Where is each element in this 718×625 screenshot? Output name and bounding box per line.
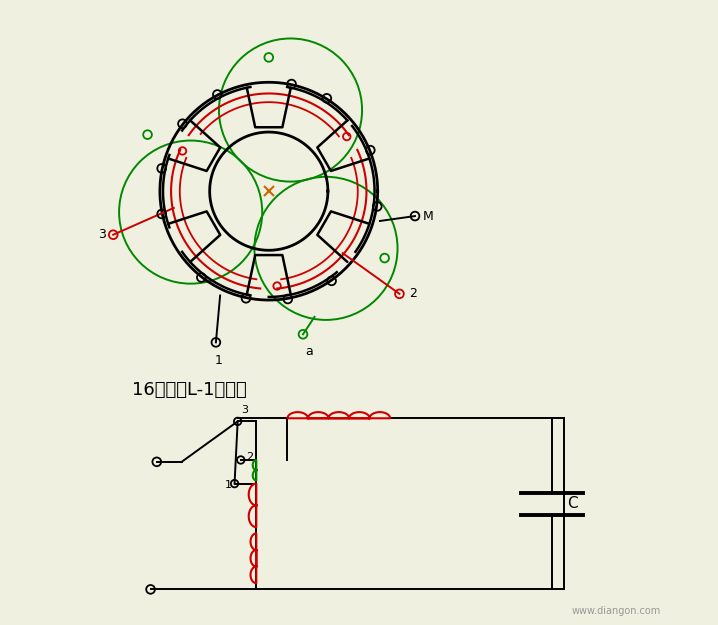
Text: 16槽三速L-1型接线: 16槽三速L-1型接线 bbox=[132, 381, 247, 399]
Text: a: a bbox=[305, 346, 313, 359]
Text: M: M bbox=[422, 209, 433, 222]
Text: C: C bbox=[567, 496, 578, 511]
Text: 2: 2 bbox=[246, 452, 253, 462]
Text: 1: 1 bbox=[225, 480, 231, 490]
Text: www.diangon.com: www.diangon.com bbox=[572, 606, 661, 616]
Text: 3: 3 bbox=[241, 405, 248, 415]
Text: 2: 2 bbox=[409, 288, 416, 301]
Text: 1: 1 bbox=[215, 354, 223, 367]
Text: 3: 3 bbox=[98, 228, 106, 241]
